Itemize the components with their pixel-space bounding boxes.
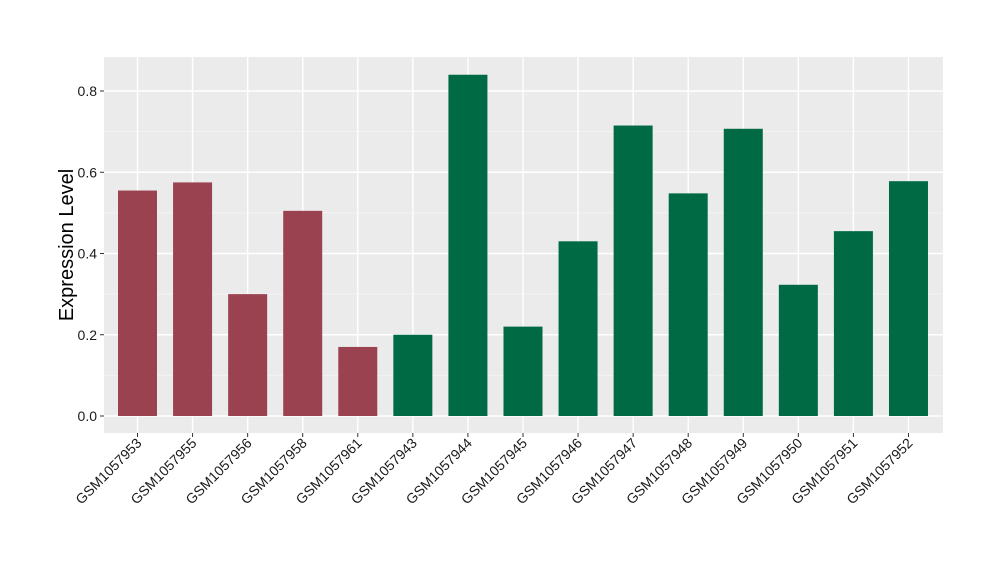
y-tick-label: 0.8 bbox=[78, 83, 98, 99]
y-axis-title: Expression Level bbox=[56, 169, 78, 321]
y-tick-label: 0.6 bbox=[78, 164, 98, 180]
bar-GSM1057955 bbox=[173, 182, 213, 416]
bar-GSM1057958 bbox=[283, 210, 323, 416]
bar-GSM1057945 bbox=[503, 326, 543, 416]
bar-GSM1057953 bbox=[118, 190, 157, 416]
bar-GSM1057948 bbox=[668, 193, 708, 416]
y-axis: 0.0 0.2 0.4 0.6 0.8 bbox=[78, 83, 104, 424]
bar-GSM1057947 bbox=[613, 125, 653, 416]
bars bbox=[118, 74, 928, 416]
y-tick-label: 0.0 bbox=[78, 408, 98, 424]
y-tick-label: 0.4 bbox=[78, 246, 98, 262]
bar-GSM1057946 bbox=[558, 241, 598, 416]
bar-GSM1057956 bbox=[228, 294, 268, 416]
bar-GSM1057952 bbox=[888, 181, 928, 416]
bar-GSM1057951 bbox=[833, 231, 873, 416]
y-tick-label: 0.2 bbox=[78, 327, 98, 343]
bar-GSM1057950 bbox=[778, 284, 818, 416]
bar-GSM1057961 bbox=[338, 346, 378, 416]
bar-GSM1057943 bbox=[393, 334, 433, 416]
bar-GSM1057949 bbox=[723, 128, 763, 416]
x-axis: GSM1057953GSM1057955GSM1057956GSM1057958… bbox=[72, 433, 916, 507]
bar-GSM1057944 bbox=[448, 74, 488, 416]
